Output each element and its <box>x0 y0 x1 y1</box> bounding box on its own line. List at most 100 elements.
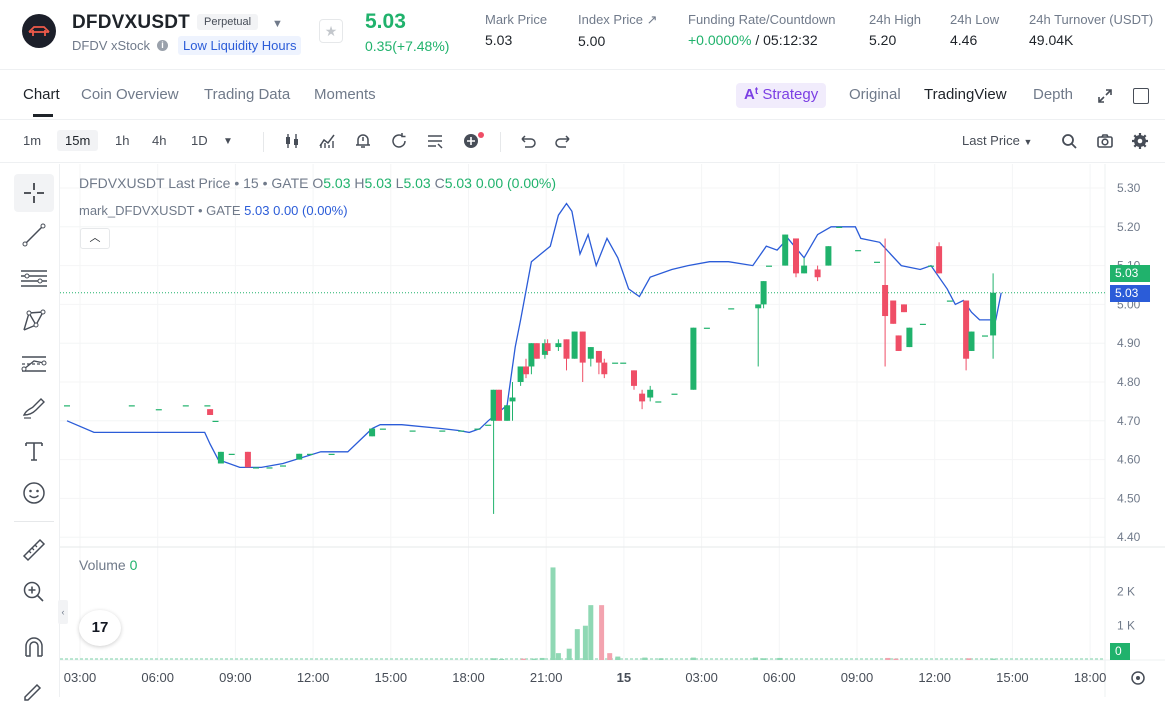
search-icon[interactable] <box>1060 132 1078 150</box>
indicators-icon[interactable] <box>318 132 336 150</box>
volume-bar <box>777 657 783 660</box>
candle-body <box>266 467 273 469</box>
toolbar-divider <box>263 132 264 152</box>
add-indicator-icon[interactable] <box>463 132 484 150</box>
collapse-legend-button[interactable]: ︿ <box>80 228 110 249</box>
time-axis-tick: 06:00 <box>141 670 174 685</box>
candle-body <box>836 226 843 228</box>
price-axis-tick: 5.30 <box>1117 181 1141 195</box>
volume-bar <box>885 657 891 660</box>
tab-chart[interactable]: Chart <box>23 86 60 103</box>
candle-body <box>579 331 586 363</box>
price-chart[interactable]: 5.305.205.105.004.904.804.704.604.504.40… <box>60 164 1165 697</box>
strategy-button[interactable]: At Strategy <box>736 83 827 108</box>
symbol-name[interactable]: DFDVXUSDT <box>72 12 190 33</box>
candle-body <box>504 405 511 421</box>
timeframe-1d[interactable]: 1D <box>191 133 208 148</box>
candle-body <box>620 362 627 364</box>
candle-body <box>728 308 735 310</box>
settings-gear-icon[interactable] <box>1131 132 1149 150</box>
emoji-icon[interactable] <box>18 477 50 509</box>
zoom-in-icon[interactable] <box>18 576 50 608</box>
timeframe-15m[interactable]: 15m <box>57 130 99 151</box>
candle-body <box>485 424 492 426</box>
candle-body <box>64 405 70 407</box>
candle-body <box>155 409 162 411</box>
undo-icon[interactable] <box>519 132 537 150</box>
prediction-tool-icon[interactable] <box>18 348 50 380</box>
replay-icon[interactable] <box>390 132 408 150</box>
time-axis-tick: 09:00 <box>841 670 874 685</box>
collapse-toolbar-arrow-icon[interactable]: ‹ <box>58 600 68 624</box>
candle-body <box>595 350 602 363</box>
pattern-tool-icon[interactable] <box>18 305 50 337</box>
candle-body <box>766 265 772 267</box>
volume-tag: 0 <box>1110 643 1130 660</box>
templates-icon[interactable] <box>426 132 444 150</box>
price-change: 0.35(+7.48%) <box>365 38 450 54</box>
chevron-down-icon: ▼ <box>1023 137 1033 147</box>
tab-depth[interactable]: Depth <box>1033 86 1074 103</box>
text-tool-icon[interactable] <box>18 435 50 467</box>
stat-index-price[interactable]: Index Price ↗ 5.00 <box>578 12 658 49</box>
price-axis-tick: 5.20 <box>1117 220 1141 234</box>
candle-body <box>936 246 943 274</box>
volume-label: Volume <box>79 557 126 573</box>
candle-type-icon[interactable] <box>283 132 301 150</box>
countdown-value: / 05:12:32 <box>751 32 818 48</box>
crosshair-icon[interactable] <box>14 174 54 212</box>
candle-body <box>612 362 619 364</box>
timeframe-1h[interactable]: 1h <box>115 133 130 148</box>
legend-open: 5.03 <box>323 175 351 191</box>
candle-body <box>906 327 913 348</box>
tab-tradingview[interactable]: TradingView <box>924 86 1007 103</box>
info-icon[interactable]: i <box>157 40 168 51</box>
timeframe-dropdown-icon[interactable]: ▼ <box>223 136 233 147</box>
time-axis-tick: 15:00 <box>996 670 1029 685</box>
timeframe-1m[interactable]: 1m <box>23 133 42 148</box>
popout-window-icon[interactable] <box>1133 88 1149 104</box>
price-type-select[interactable]: Last Price ▼ <box>962 133 1032 148</box>
time-axis-settings-icon[interactable] <box>1128 668 1148 688</box>
candle-body <box>207 409 214 415</box>
volume-bar <box>990 658 996 660</box>
legend-low: 5.03 <box>403 175 431 191</box>
stat-value: 5.00 <box>578 33 606 49</box>
chart-tabs: Chart Coin Overview Trading Data Moments… <box>0 74 1165 120</box>
candle-body <box>782 234 789 266</box>
favorite-star-icon[interactable]: ★ <box>319 19 343 43</box>
candle-body <box>555 343 562 348</box>
brush-icon[interactable] <box>18 392 50 424</box>
horizontal-lines-icon[interactable] <box>18 262 50 294</box>
volume-bar <box>753 657 758 660</box>
candle-body <box>928 265 934 267</box>
low-liquidity-badge[interactable]: Low Liquidity Hours <box>178 36 302 55</box>
candle-body <box>968 331 975 351</box>
candle-legend: DFDVXUSDT Last Price • 15 • GATE O5.03 H… <box>79 175 556 191</box>
camera-icon[interactable] <box>1096 132 1114 150</box>
tab-original[interactable]: Original <box>849 86 901 103</box>
tab-coin-overview[interactable]: Coin Overview <box>81 86 179 103</box>
ruler-icon[interactable] <box>18 534 50 566</box>
symbol-dropdown-icon[interactable]: ▼ <box>272 18 283 30</box>
stat-mark-price: Mark Price 5.03 <box>485 12 547 48</box>
time-axis-tick: 12:00 <box>297 670 330 685</box>
magnet-icon[interactable] <box>18 631 50 663</box>
legend-h-label: H <box>354 175 365 191</box>
fullscreen-icon[interactable] <box>1097 88 1113 104</box>
redo-icon[interactable] <box>554 132 572 150</box>
timeframe-4h[interactable]: 4h <box>152 133 167 148</box>
volume-value: 0 <box>129 557 138 573</box>
pencil-lock-icon[interactable] <box>18 674 50 706</box>
price-axis-tick: 4.90 <box>1117 336 1141 350</box>
tab-trading-data[interactable]: Trading Data <box>204 86 291 103</box>
stat-label: 24h High <box>869 12 922 27</box>
price-axis-tick: 4.40 <box>1117 530 1141 544</box>
alert-bell-icon[interactable] <box>354 132 372 150</box>
candle-body <box>855 250 862 252</box>
candle-body <box>533 343 540 359</box>
price-axis-tick: 4.50 <box>1117 491 1141 505</box>
tradingview-logo[interactable]: 17 <box>79 610 121 646</box>
trend-line-icon[interactable] <box>18 219 50 251</box>
tab-moments[interactable]: Moments <box>314 86 376 103</box>
